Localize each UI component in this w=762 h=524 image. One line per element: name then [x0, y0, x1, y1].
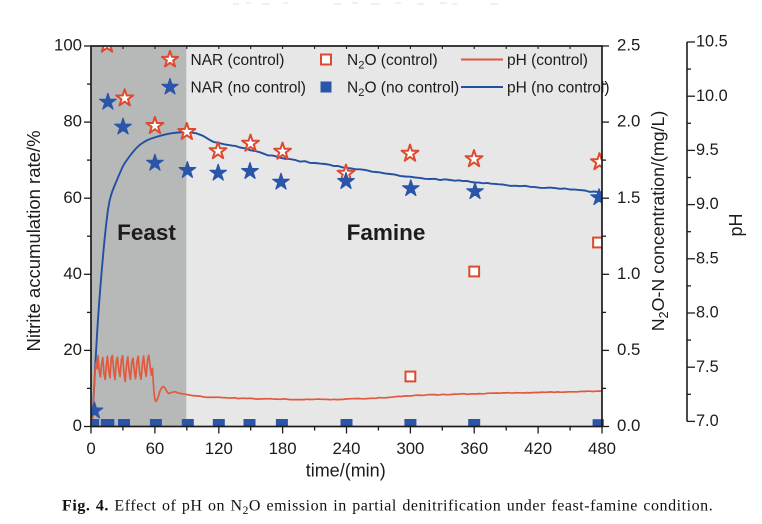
svg-text:9.0: 9.0 [696, 195, 719, 213]
svg-text:N2O-N concentration/(mg/L): N2O-N concentration/(mg/L) [648, 111, 671, 332]
svg-text:NAR (no control): NAR (no control) [191, 80, 306, 97]
svg-text:0: 0 [73, 416, 82, 435]
svg-text:420: 420 [524, 439, 552, 458]
svg-text:7.0: 7.0 [696, 412, 719, 430]
svg-text:Fig. 4. Effect of pH on N2O em: Fig. 4. Effect of pH on N2O emission in … [62, 498, 713, 518]
svg-text:Feast: Feast [117, 220, 176, 245]
svg-text:Nitrite accumulation rate/%: Nitrite accumulation rate/% [23, 130, 44, 351]
svg-text:8.5: 8.5 [696, 249, 719, 267]
svg-text:360: 360 [460, 439, 488, 458]
svg-text:10.5: 10.5 [696, 33, 728, 51]
svg-text:120: 120 [205, 439, 233, 458]
svg-text:480: 480 [588, 439, 616, 458]
svg-text:NAR (control): NAR (control) [191, 52, 285, 69]
svg-text:0.5: 0.5 [617, 340, 640, 359]
svg-text:10.0: 10.0 [696, 87, 728, 105]
svg-text:7.5: 7.5 [696, 358, 719, 376]
svg-text:0: 0 [86, 439, 95, 458]
svg-text:240: 240 [333, 439, 361, 458]
svg-text:40: 40 [63, 264, 82, 283]
svg-text:Famine: Famine [347, 220, 426, 245]
svg-text:2.5: 2.5 [617, 36, 640, 55]
svg-text:pH (no control): pH (no control) [507, 80, 610, 97]
svg-text:time/(min): time/(min) [306, 461, 386, 481]
svg-text:1.0: 1.0 [617, 264, 640, 283]
svg-text:N2O (no control): N2O (no control) [347, 80, 459, 100]
svg-text:60: 60 [63, 188, 82, 207]
svg-text:pH (control): pH (control) [507, 52, 588, 69]
svg-text:300: 300 [396, 439, 424, 458]
svg-text:N2O (control): N2O (control) [347, 52, 438, 72]
svg-text:100: 100 [54, 36, 82, 55]
svg-text:1.5: 1.5 [617, 188, 640, 207]
svg-text:2.0: 2.0 [617, 112, 640, 131]
svg-text:60: 60 [146, 439, 165, 458]
svg-text:20: 20 [63, 340, 82, 359]
svg-text:0.0: 0.0 [617, 416, 640, 435]
svg-text:8.0: 8.0 [696, 304, 719, 322]
svg-text:9.5: 9.5 [696, 141, 719, 159]
svg-text:pH: pH [726, 213, 746, 236]
svg-text:80: 80 [63, 112, 82, 131]
svg-text:180: 180 [269, 439, 297, 458]
